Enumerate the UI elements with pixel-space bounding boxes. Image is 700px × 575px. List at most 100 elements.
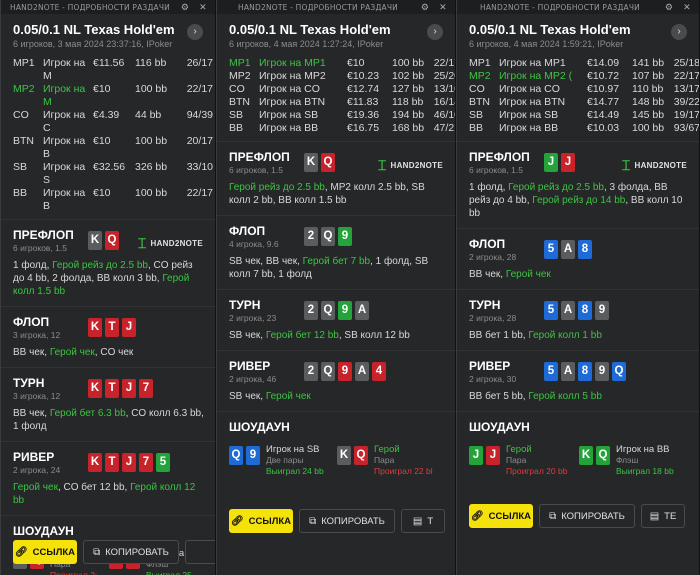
player-row[interactable]: SB Игрок на SB €14.49 145 bb 19/17 — [469, 109, 699, 122]
player-stats: 33/10 — [186, 161, 213, 173]
player-position: SB — [13, 161, 28, 173]
player-position: BB — [229, 122, 244, 134]
player-row[interactable]: MP1 Игрок на M €11.56 116 bb 26/17 — [13, 57, 213, 83]
title-bar: HAND2NOTE - ПОДРОБНОСТИ РАЗДАЧИ ⚙ ✕ — [1, 0, 215, 14]
player-row[interactable]: CO Игрок на C €4.39 44 bb 94/39 — [13, 109, 213, 135]
gear-icon[interactable]: ⚙ — [420, 1, 430, 12]
section-pot: 2 игрока, 28 — [469, 313, 517, 323]
player-row[interactable]: MP2 Игрок на MP2 €10.23 102 bb 25/20 — [229, 70, 455, 83]
next-hand-arrow-icon[interactable]: › — [427, 24, 443, 40]
player-stats: 20/17 — [186, 135, 213, 147]
action-line: SB чек, Герой чек — [229, 390, 445, 403]
copy-button[interactable]: ⧉ КОПИРОВАТЬ — [83, 540, 179, 564]
section-pot: 4 игрока, 9.6 — [229, 239, 279, 249]
showdown-hand: Пара — [50, 559, 71, 569]
section-preflop: ПРЕФЛОП 6 игроков, 1.5 K Q ⌶ HAND2NOTE 1 фолд,… — [1, 220, 215, 307]
action-text: 1 фолд, — [13, 260, 53, 271]
text-button[interactable]: ▤ ТЕ — [641, 504, 685, 528]
link-button[interactable]: 🔗︎ ССЫЛКА — [229, 509, 293, 533]
next-hand-arrow-icon[interactable]: › — [671, 24, 687, 40]
copy-icon: ⧉ — [309, 515, 317, 527]
close-icon[interactable]: ✕ — [439, 1, 447, 12]
player-row[interactable]: BB Игрок на BB €10.03 100 bb 93/67 — [469, 122, 699, 135]
section-title: ПРЕФЛОП — [229, 150, 290, 164]
hand-window-3: HAND2NOTE - ПОДРОБНОСТИ РАЗДАЧИ ⚙ ✕ 0.05/0.… — [456, 0, 700, 575]
copy-button[interactable]: ⧉ КОПИРОВАТЬ — [539, 504, 635, 528]
player-name: Игрок на MP2 — [259, 70, 326, 82]
section-river: РИВЕР 2 игрока, 46 2 Q 9 A 4 SB чек, Герой чек — [217, 351, 455, 412]
section-flop: ФЛОП 2 игрока, 28 5 A 8 BB чек, Герой чек — [457, 229, 699, 290]
player-row[interactable]: BB Игрок на B €10 100 bb 22/17 — [13, 187, 213, 213]
hand-window-2: HAND2NOTE - ПОДРОБНОСТИ РАЗДАЧИ ⚙ ✕ 0.05/0.… — [216, 0, 456, 575]
link-button[interactable]: 🔗︎ ССЫЛКА — [469, 504, 533, 528]
copy-button[interactable]: ⧉ КОПИРОВАТЬ — [299, 509, 395, 533]
playing-card: Q — [321, 301, 335, 320]
player-position: BTN — [469, 96, 490, 108]
player-row[interactable]: SB Игрок на S €32.56 326 bb 33/10 — [13, 161, 213, 187]
player-row[interactable]: MP1 Игрок на MP1 €10 100 bb 22/17 — [229, 57, 455, 70]
section-header: РИВЕР 2 игрока, 30 5 A 8 9 Q — [469, 359, 689, 384]
hero-action: Герой чек — [265, 391, 311, 402]
section-header: РИВЕР 2 игрока, 46 2 Q 9 A 4 — [229, 359, 445, 384]
action-text: BB — [13, 408, 30, 419]
player-row[interactable]: BTN Игрок на B €10 100 bb 20/17 — [13, 135, 213, 161]
player-stack: €16.75 — [347, 122, 380, 134]
player-row[interactable]: MP2 Игрок на M €10 100 bb 22/17 — [13, 83, 213, 109]
player-stack: €10.03 — [587, 122, 620, 134]
playing-card: Q — [321, 362, 335, 381]
hero-action: Герой бет 12 bb — [265, 330, 339, 341]
player-position: BTN — [229, 96, 250, 108]
playing-card: K — [88, 231, 102, 250]
player-row[interactable]: MP2 Игрок на MP2 (€10.72 107 bb 22/17 — [469, 70, 699, 83]
next-hand-arrow-icon[interactable]: › — [187, 24, 203, 40]
section-header: ПРЕФЛОП 6 игроков, 1.5 J J — [469, 150, 689, 175]
player-name: Игрок на C — [43, 109, 86, 134]
playing-card: 9 — [595, 301, 609, 320]
copy-icon: ⧉ — [93, 546, 101, 558]
player-stack-bb: 168 bb — [392, 122, 425, 134]
section-showdown: ШОУДАУН Q 9 Игрок на SB Две пары Выиграл 24 b… — [217, 412, 455, 485]
showdown-result: Проиграл 2: — [50, 570, 98, 575]
playing-card: T — [105, 453, 119, 472]
player-stack-bb: 145 bb — [632, 109, 665, 121]
playing-card: Q — [596, 446, 610, 465]
showdown-result: Проиграл 22 bl — [374, 466, 433, 476]
player-name: Игрок на MP1 — [499, 57, 566, 69]
showdown-player: K Q Игрок на BB Флэш Выиграл 18 bb — [579, 444, 689, 477]
close-icon[interactable]: ✕ — [199, 1, 207, 12]
close-icon[interactable]: ✕ — [683, 1, 691, 12]
section-title: ПРЕФЛОП — [469, 150, 530, 164]
playing-card: A — [561, 362, 575, 381]
playing-card: 8 — [578, 301, 592, 320]
player-stack-bb: 118 bb — [392, 96, 424, 108]
hand-subtitle: 6 игроков, 4 мая 2024 1:59:21, IPoker — [469, 39, 624, 49]
hero-action: Герой чек — [505, 269, 551, 280]
link-button[interactable]: 🔗︎ ССЫЛКА — [13, 540, 77, 564]
player-row[interactable]: MP1 Игрок на MP1 €14.09 141 bb 25/18 — [469, 57, 699, 70]
section-pot: 2 игрока, 46 — [229, 374, 277, 384]
hand-header: 0.05/0.1 NL Texas Hold'em 6 игроков, 4 ма… — [217, 14, 455, 53]
gear-icon[interactable]: ⚙ — [664, 1, 674, 12]
playing-card: 5 — [156, 453, 170, 472]
action-line: BB бет 5 bb, Герой колл 5 bb — [469, 390, 689, 403]
player-row[interactable]: BTN Игрок на BTN €11.83 118 bb 16/14 — [229, 96, 455, 109]
player-row[interactable]: SB Игрок на SB €19.36 194 bb 46/10 — [229, 109, 455, 122]
hero-action: Герой рейз до 14 bb — [532, 195, 626, 206]
player-row[interactable]: CO Игрок на CO €12.74 127 bb 13/10 — [229, 83, 455, 96]
player-row[interactable]: CO Игрок на CO €10.97 110 bb 13/17 — [469, 83, 699, 96]
link-icon: 🔗︎ — [14, 546, 28, 558]
player-name: Игрок на BTN — [499, 96, 566, 108]
player-position: SB — [229, 109, 244, 121]
action-text: чек — [29, 408, 45, 419]
text-button[interactable]: ▤ Т — [401, 509, 445, 533]
playing-card: A — [561, 301, 575, 320]
hero-action: Герой рейз до 2.5 bb — [52, 260, 148, 271]
gear-icon[interactable]: ⚙ — [180, 1, 190, 12]
text-button[interactable] — [185, 540, 215, 564]
action-line: Герой чек, CO бет 12 bb, Герой колл 12 b… — [13, 481, 205, 507]
player-row[interactable]: BTN Игрок на BTN €14.77 148 bb 39/22 — [469, 96, 699, 109]
section-pot: 2 игрока, 30 — [469, 374, 517, 384]
player-row[interactable]: BB Игрок на BB €16.75 168 bb 47/21 — [229, 122, 455, 135]
